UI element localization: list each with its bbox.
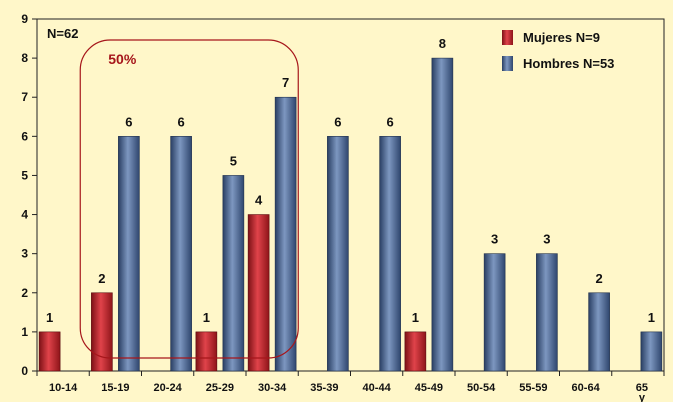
bar-mujeres: [404, 331, 427, 372]
data-label: 6: [125, 114, 132, 129]
bar-hombres: [327, 136, 349, 372]
data-label: 4: [255, 193, 263, 208]
bar-hombres: [483, 253, 506, 372]
x-tick-label: 15-19: [101, 382, 129, 394]
bar-hombres: [640, 331, 663, 372]
data-label: 1: [412, 310, 419, 325]
legend: Mujeres N=9 Hombres N=53: [502, 30, 614, 71]
x-tick-label: 25-29: [206, 382, 234, 394]
bars: [38, 57, 663, 372]
x-tick-label: 65yMás: [631, 382, 652, 402]
y-tick-label: 4: [21, 208, 28, 222]
y-tick-label: 8: [21, 51, 28, 65]
y-tick-label: 9: [21, 12, 28, 26]
y-tick-label: 7: [21, 90, 28, 104]
y-tick-label: 5: [21, 168, 28, 182]
x-tick-label: 55-59: [519, 382, 547, 394]
data-label: 6: [178, 114, 185, 129]
data-label: 5: [230, 153, 237, 168]
bar-hombres: [536, 253, 558, 372]
legend-swatch-mujeres: [502, 30, 513, 45]
y-tick-label: 2: [21, 286, 28, 300]
x-tick-label: 50-54: [467, 382, 496, 394]
legend-label-mujeres: Mujeres N=9: [523, 30, 600, 45]
plot-area: [36, 18, 665, 372]
highlight-percent-label: 50%: [108, 51, 137, 67]
bar-hombres: [118, 136, 140, 372]
bar-hombres: [431, 57, 454, 372]
legend-swatch-hombres: [502, 56, 513, 71]
x-tick-label: 35-39: [310, 382, 338, 394]
y-tick-label: 6: [21, 129, 28, 143]
data-label: 6: [334, 114, 341, 129]
x-tick-label: 20-24: [154, 382, 183, 394]
bar-mujeres: [247, 214, 270, 372]
bar-hombres: [222, 175, 245, 372]
highlight-box: [79, 39, 299, 359]
x-tick-label: 60-64: [572, 382, 601, 394]
y-axis: 0 1 2 3 4 5 6 7 8 9: [21, 12, 37, 378]
data-label: 1: [46, 310, 53, 325]
sample-size-note: N=62: [47, 26, 78, 41]
data-label: 3: [491, 232, 498, 247]
data-label: 7: [282, 75, 289, 90]
x-tick-label: 45-49: [415, 382, 443, 394]
data-label: 1: [203, 310, 210, 325]
x-axis: 10-14 15-19 20-24 25-29 30-34 35-39 40-44 45-49…: [36, 371, 665, 402]
bar-hombres: [274, 96, 297, 372]
y-tick-label: 3: [21, 247, 28, 261]
data-label: 8: [439, 36, 446, 51]
data-label: 3: [543, 232, 550, 247]
y-tick-label: 1: [21, 325, 28, 339]
data-label: 2: [596, 271, 603, 286]
data-label: 1: [648, 310, 655, 325]
bar-hombres: [379, 136, 401, 372]
x-tick-label: 30-34: [258, 382, 287, 394]
x-tick-label: 40-44: [363, 382, 392, 394]
bar-mujeres: [195, 331, 218, 372]
bar-hombres: [588, 292, 610, 372]
data-label: 2: [98, 271, 105, 286]
bar-mujeres: [91, 292, 113, 372]
data-label: 6: [387, 114, 394, 129]
bar-hombres: [170, 136, 192, 372]
bar-mujeres: [38, 331, 61, 372]
data-labels: 1 2 1 4 1 6 6 5 7 6 6 8 3 3 2 1: [46, 36, 655, 325]
legend-label-hombres: Hombres N=53: [523, 56, 614, 71]
x-tick-label: 10-14: [49, 382, 78, 394]
y-tick-label: 0: [21, 364, 28, 378]
